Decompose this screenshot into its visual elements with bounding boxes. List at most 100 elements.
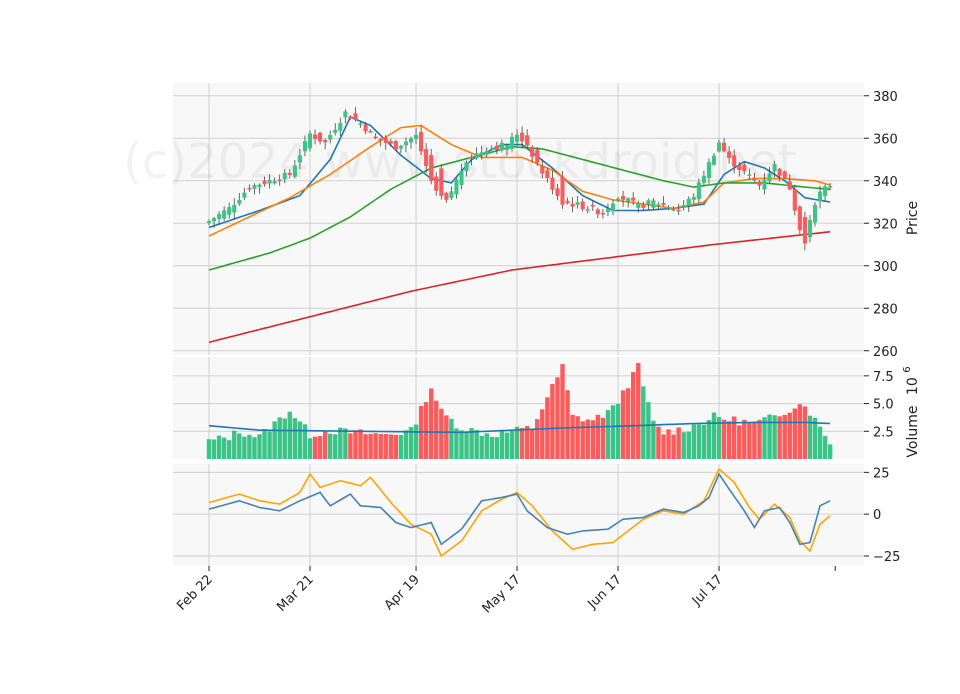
volume-bar bbox=[474, 430, 479, 459]
candle bbox=[353, 107, 358, 122]
candle bbox=[600, 208, 605, 219]
candle bbox=[621, 190, 626, 207]
volume-bar bbox=[636, 363, 641, 459]
candle bbox=[651, 198, 656, 210]
volume-bar bbox=[605, 410, 611, 459]
volume-bar bbox=[267, 431, 272, 459]
volume-bar bbox=[403, 430, 409, 459]
candle bbox=[706, 158, 712, 184]
candle bbox=[444, 191, 449, 203]
candle bbox=[328, 130, 333, 144]
candle bbox=[732, 149, 737, 174]
volume-bar bbox=[469, 428, 474, 459]
volume-bar bbox=[287, 411, 292, 459]
candle bbox=[515, 129, 520, 146]
candle bbox=[737, 161, 742, 177]
volume-bar bbox=[802, 406, 808, 459]
candle bbox=[504, 143, 509, 156]
candle bbox=[560, 171, 565, 209]
volume-bar bbox=[388, 434, 393, 459]
volume-bar bbox=[711, 412, 717, 459]
volume-bar bbox=[530, 429, 535, 459]
candle bbox=[368, 129, 373, 133]
volume-bar bbox=[247, 434, 252, 459]
volume-bar bbox=[378, 433, 383, 459]
volume-bar bbox=[757, 419, 762, 459]
volume-bar bbox=[333, 434, 338, 459]
volume-bar bbox=[494, 437, 500, 459]
candle bbox=[479, 145, 484, 160]
candle bbox=[722, 138, 727, 153]
volume-bar bbox=[812, 417, 818, 459]
candle bbox=[555, 183, 560, 201]
volume-bar bbox=[368, 433, 373, 459]
volume-bar bbox=[807, 415, 813, 459]
candle bbox=[393, 139, 398, 151]
candle bbox=[540, 159, 545, 179]
candle bbox=[408, 136, 414, 149]
volume-bar bbox=[666, 429, 671, 459]
candle bbox=[595, 207, 600, 219]
candle bbox=[378, 137, 383, 147]
volume-bar bbox=[726, 421, 732, 459]
candle bbox=[414, 128, 419, 145]
candle bbox=[338, 117, 343, 137]
candle bbox=[489, 145, 494, 151]
volume-bar bbox=[484, 433, 489, 459]
candle bbox=[661, 196, 666, 207]
candle bbox=[550, 170, 555, 195]
candle bbox=[711, 153, 717, 166]
candle bbox=[686, 196, 691, 212]
candle bbox=[302, 135, 307, 157]
volume-bar bbox=[585, 419, 590, 459]
volume-bar bbox=[383, 433, 388, 459]
volume-bar bbox=[827, 444, 833, 459]
candle bbox=[641, 201, 646, 211]
candle bbox=[398, 144, 403, 154]
volume-bar bbox=[449, 418, 454, 459]
candle bbox=[782, 170, 787, 179]
x-tick-label: Apr 19 bbox=[382, 572, 423, 613]
candle bbox=[691, 193, 696, 204]
volume-bar bbox=[373, 433, 378, 459]
candle bbox=[807, 214, 813, 243]
volume-bar bbox=[716, 416, 722, 459]
volume-bar bbox=[535, 419, 540, 459]
candle bbox=[530, 145, 535, 163]
candle bbox=[812, 201, 818, 227]
volume-bar bbox=[459, 430, 464, 459]
candle bbox=[474, 147, 479, 160]
volume-bar bbox=[641, 386, 646, 459]
candle bbox=[464, 160, 469, 177]
volume-bar bbox=[262, 429, 267, 459]
candle bbox=[802, 211, 807, 251]
volume-bar bbox=[499, 430, 505, 459]
y-tick-label: 5.0 bbox=[873, 398, 894, 413]
volume-bar bbox=[565, 390, 570, 459]
candle bbox=[252, 183, 257, 195]
candle bbox=[580, 198, 585, 212]
volume-axis-base: 10 bbox=[905, 377, 921, 395]
candle bbox=[676, 203, 681, 216]
volume-bar bbox=[550, 383, 555, 459]
volume-bar bbox=[777, 416, 782, 459]
volume-bar bbox=[393, 434, 399, 459]
volume-bar bbox=[752, 421, 757, 459]
moving-average-ma_short bbox=[208, 115, 831, 229]
volume-bar bbox=[282, 418, 287, 459]
volume-bar bbox=[575, 416, 580, 459]
volume-axis-label: Volume bbox=[905, 406, 921, 458]
volume-bar bbox=[686, 431, 691, 459]
candle bbox=[671, 206, 676, 212]
volume-bar bbox=[600, 417, 606, 459]
volume-bar bbox=[408, 427, 414, 459]
candle bbox=[797, 205, 802, 235]
x-tick-label: Mar 21 bbox=[274, 572, 317, 615]
candle bbox=[545, 167, 550, 183]
volume-bar bbox=[797, 404, 803, 459]
candle bbox=[696, 178, 701, 203]
candle bbox=[631, 192, 636, 206]
candle bbox=[535, 147, 540, 166]
candle bbox=[656, 201, 661, 210]
candle bbox=[403, 137, 408, 152]
